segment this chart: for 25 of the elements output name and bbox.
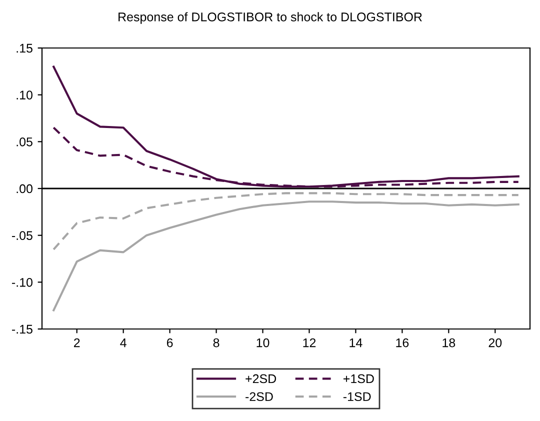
y-tick-label: .15 xyxy=(16,44,32,53)
line-series xyxy=(52,200,520,312)
x-tick-label: 2 xyxy=(74,338,80,348)
x-tick-label: 14 xyxy=(350,338,362,348)
line-series xyxy=(52,192,520,250)
chart-title: Response of DLOGSTIBOR to shock to DLOGSTIBOR xyxy=(118,12,422,24)
x-tick-label: 20 xyxy=(488,338,502,348)
legend-label: +2SD xyxy=(246,374,276,384)
x-tick-label: 6 xyxy=(166,338,173,348)
legend-label: +1SD xyxy=(343,374,374,384)
line-series xyxy=(52,66,520,188)
y-tick-label: -.05 xyxy=(12,231,32,240)
x-tick-label: 4 xyxy=(120,338,126,348)
x-tick-label: 12 xyxy=(303,338,316,348)
y-tick-label: .00 xyxy=(16,184,32,194)
x-tick-label: 10 xyxy=(256,338,270,348)
x-tick-label: 16 xyxy=(396,338,409,348)
x-tick-label: 8 xyxy=(213,338,220,348)
legend-label: -1SD xyxy=(343,392,371,402)
legend-label: -2SD xyxy=(246,392,273,402)
y-tick-label: -.10 xyxy=(12,278,32,287)
y-tick-label: .10 xyxy=(16,90,32,100)
y-tick-label: -.15 xyxy=(12,324,32,334)
y-tick-label: .05 xyxy=(16,137,32,146)
x-tick-label: 18 xyxy=(442,338,456,348)
